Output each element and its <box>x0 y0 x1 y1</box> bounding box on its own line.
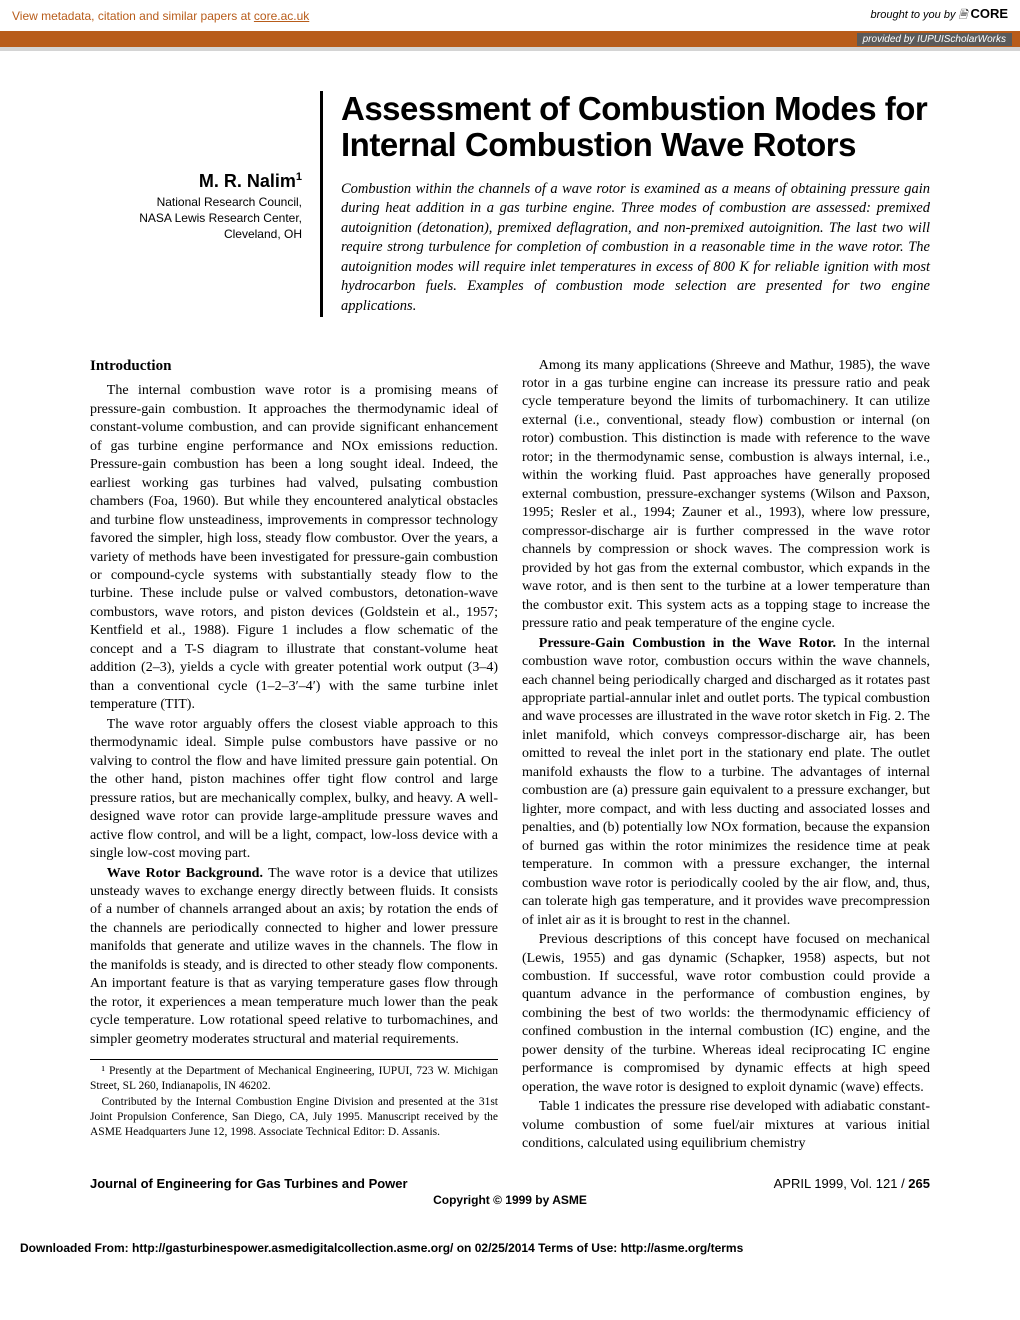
page-footer: Journal of Engineering for Gas Turbines … <box>90 1176 930 1207</box>
paragraph-5: Pressure-Gain Combustion in the Wave Rot… <box>522 635 930 931</box>
paragraph-4: Among its many applications (Shreeve and… <box>522 357 930 634</box>
core-banner: View metadata, citation and similar pape… <box>0 0 1020 31</box>
footnotes: ¹ Presently at the Department of Mechani… <box>90 1059 498 1140</box>
paper-title: Assessment of Combustion Modes for Inter… <box>341 91 930 164</box>
paragraph-3: Wave Rotor Background. The wave rotor is… <box>90 865 498 1050</box>
core-link[interactable]: core.ac.uk <box>254 9 309 23</box>
paragraph-7: Table 1 indicates the pressure rise deve… <box>522 1098 930 1153</box>
paragraph-6: Previous descriptions of this concept ha… <box>522 931 930 1097</box>
download-note: Downloaded From: http://gasturbinespower… <box>0 1227 1020 1265</box>
header-block: M. R. Nalim1 National Research Council, … <box>90 91 930 317</box>
introduction-heading: Introduction <box>90 357 498 377</box>
body-columns: Introduction The internal combustion wav… <box>90 357 930 1154</box>
banner-brought: brought to you by <box>870 9 958 21</box>
author-name: M. R. Nalim1 <box>90 171 302 192</box>
paper-page: M. R. Nalim1 National Research Council, … <box>0 51 1020 1227</box>
wave-rotor-runin: Wave Rotor Background. <box>107 866 263 881</box>
author-column: M. R. Nalim1 National Research Council, … <box>90 91 320 317</box>
provided-by-label: provided by IUPUIScholarWorks <box>857 33 1012 46</box>
orange-bar: provided by IUPUIScholarWorks <box>0 31 1020 47</box>
author-affiliation: National Research Council, NASA Lewis Re… <box>90 194 302 243</box>
paragraph-2: The wave rotor arguably offers the close… <box>90 716 498 864</box>
abstract: Combustion within the channels of a wave… <box>341 180 930 317</box>
footnote-2: Contributed by the Internal Combustion E… <box>90 1095 498 1140</box>
paragraph-1: The internal combustion wave rotor is a … <box>90 382 498 714</box>
pressure-gain-runin: Pressure-Gain Combustion in the Wave Rot… <box>539 636 836 651</box>
copyright: Copyright © 1999 by ASME <box>90 1193 930 1207</box>
core-logo-icon: 🗎 <box>959 9 968 21</box>
banner-left: View metadata, citation and similar pape… <box>12 9 309 23</box>
footer-row: Journal of Engineering for Gas Turbines … <box>90 1176 930 1191</box>
journal-name: Journal of Engineering for Gas Turbines … <box>90 1176 408 1191</box>
core-brand: CORE <box>970 6 1008 21</box>
title-column: Assessment of Combustion Modes for Inter… <box>320 91 930 317</box>
banner-right: brought to you by 🗎 CORE <box>870 6 1008 25</box>
issue-info: APRIL 1999, Vol. 121 / 265 <box>774 1176 930 1191</box>
banner-prefix: View metadata, citation and similar pape… <box>12 9 254 23</box>
footnote-1: ¹ Presently at the Department of Mechani… <box>90 1064 498 1094</box>
